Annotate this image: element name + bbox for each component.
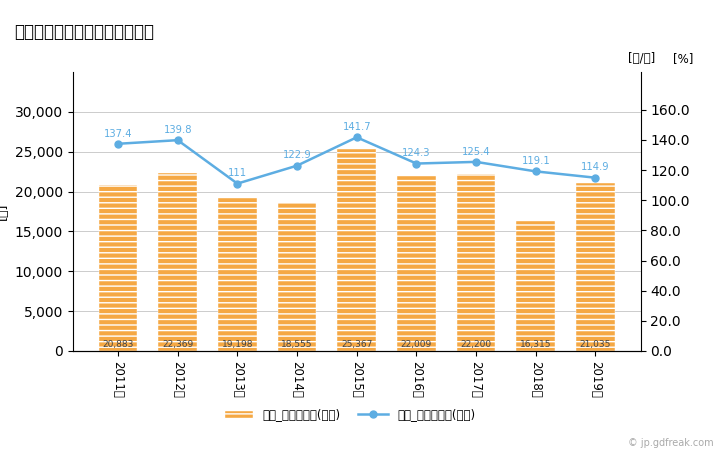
Text: 111: 111 [228, 168, 247, 178]
Text: 25,367: 25,367 [341, 340, 373, 349]
Bar [218, 198, 257, 351]
Bar [337, 149, 376, 351]
Text: © jp.gdfreak.com: © jp.gdfreak.com [628, 438, 713, 448]
Text: 22,369: 22,369 [162, 340, 194, 349]
Text: 木造建築物の床面積合計の推移: 木造建築物の床面積合計の推移 [15, 22, 154, 40]
Text: 18,555: 18,555 [281, 340, 313, 349]
Text: [㎡/棟]: [㎡/棟] [628, 52, 654, 65]
Bar [456, 174, 496, 351]
Bar [98, 184, 138, 351]
Text: 22,200: 22,200 [461, 340, 491, 349]
Text: 124.3: 124.3 [402, 148, 431, 158]
Text: 139.8: 139.8 [163, 125, 192, 135]
Legend: 木造_床面積合計(左軸), 木造_平均床面積(右軸): 木造_床面積合計(左軸), 木造_平均床面積(右軸) [219, 404, 480, 426]
Text: 137.4: 137.4 [104, 129, 132, 139]
Text: 16,315: 16,315 [520, 340, 552, 349]
Text: 125.4: 125.4 [462, 147, 491, 157]
Bar [516, 221, 555, 351]
Bar [397, 176, 436, 351]
Bar [277, 203, 317, 351]
Text: 19,198: 19,198 [221, 340, 253, 349]
Y-axis label: [㎡]: [㎡] [0, 203, 9, 220]
Text: 21,035: 21,035 [579, 340, 611, 349]
Text: 122.9: 122.9 [282, 150, 312, 160]
Bar [158, 173, 197, 351]
Text: 141.7: 141.7 [342, 122, 371, 132]
Text: 114.9: 114.9 [581, 162, 610, 172]
Text: 119.1: 119.1 [521, 156, 550, 166]
Text: [%]: [%] [673, 52, 694, 65]
Text: 22,009: 22,009 [401, 340, 432, 349]
Bar [576, 183, 615, 351]
Text: 20,883: 20,883 [103, 340, 134, 349]
